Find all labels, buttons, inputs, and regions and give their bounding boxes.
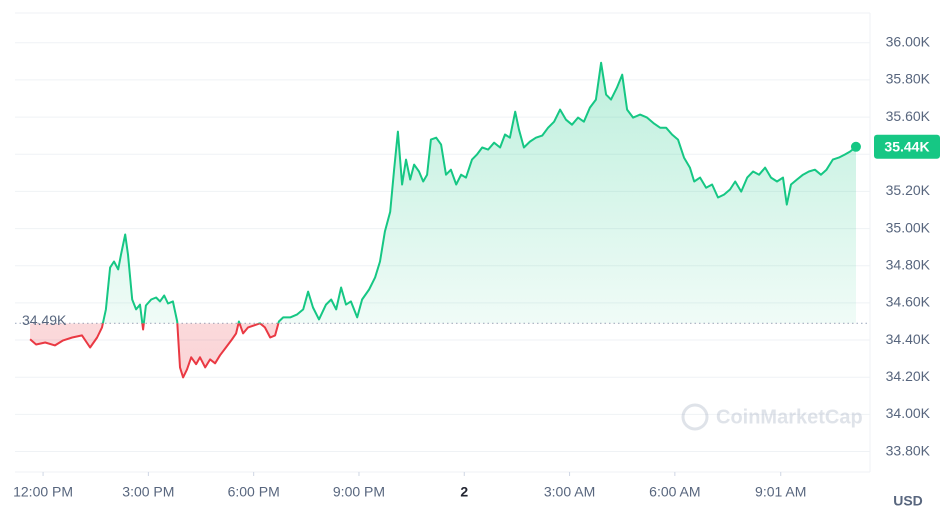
y-tick-label: 35.60K <box>886 108 931 124</box>
y-tick-label: 34.40K <box>886 331 931 347</box>
y-tick-label: 35.20K <box>886 182 931 198</box>
y-tick-label: 33.80K <box>886 442 931 458</box>
x-tick-label: 2 <box>460 484 468 500</box>
y-tick-label: 34.60K <box>886 294 931 310</box>
x-tick-label: 9:01 AM <box>755 484 806 500</box>
watermark-text: CoinMarketCap <box>716 406 863 428</box>
x-tick-label: 3:00 AM <box>544 484 595 500</box>
watermark-logo <box>681 403 709 431</box>
price-line-up <box>101 61 857 324</box>
x-tick-label: 6:00 PM <box>228 484 280 500</box>
current-price-badge <box>874 134 940 159</box>
x-tick-label: 9:00 PM <box>333 484 385 500</box>
watermark: CoinMarketCap <box>681 403 863 431</box>
x-tick-label: 12:00 PM <box>13 484 73 500</box>
baseline-label: 34.49K <box>22 312 67 328</box>
area-up <box>30 62 856 324</box>
currency-label: USD <box>893 493 923 509</box>
last-point <box>850 141 861 152</box>
y-tick-label: 35.00K <box>886 219 931 235</box>
y-tick-label: 34.20K <box>886 368 931 384</box>
y-tick-label: 34.00K <box>886 405 931 421</box>
y-tick-label: 36.00K <box>886 33 931 49</box>
x-tick-label: 3:00 PM <box>122 484 174 500</box>
y-tick-label: 35.80K <box>886 71 931 87</box>
area-down <box>30 323 279 378</box>
x-tick-label: 6:00 AM <box>649 484 700 500</box>
y-tick-label: 34.80K <box>886 256 931 272</box>
current-price-label: 35.44K <box>884 139 929 155</box>
